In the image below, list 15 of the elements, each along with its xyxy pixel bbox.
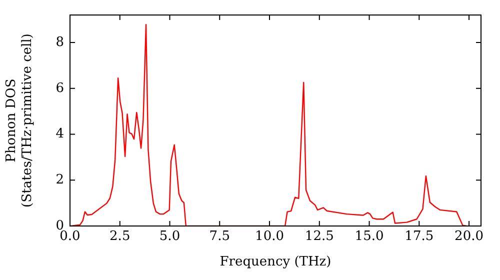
x-tick-label: 17.5 bbox=[404, 229, 434, 244]
y-axis-title: Phonon DOS (States/THz·primitive cell) bbox=[4, 33, 35, 208]
x-tick-label: 10.0 bbox=[255, 229, 284, 244]
x-tick-label: 0.0 bbox=[60, 229, 80, 244]
x-tick-label: 5.0 bbox=[159, 229, 180, 244]
y-tick-label: 6 bbox=[56, 80, 64, 96]
x-tick-label: 20.0 bbox=[454, 229, 484, 244]
y-tick-label: 2 bbox=[56, 172, 64, 188]
x-tick-label: 12.5 bbox=[304, 229, 334, 244]
x-tick-label: 7.5 bbox=[209, 229, 230, 244]
y-tick-label: 8 bbox=[56, 34, 64, 50]
x-axis-title: Frequency (THz) bbox=[220, 254, 332, 270]
x-tick-label: 2.5 bbox=[110, 229, 130, 244]
y-tick-label: 4 bbox=[56, 126, 64, 142]
x-tick-label: 15.0 bbox=[354, 229, 384, 244]
